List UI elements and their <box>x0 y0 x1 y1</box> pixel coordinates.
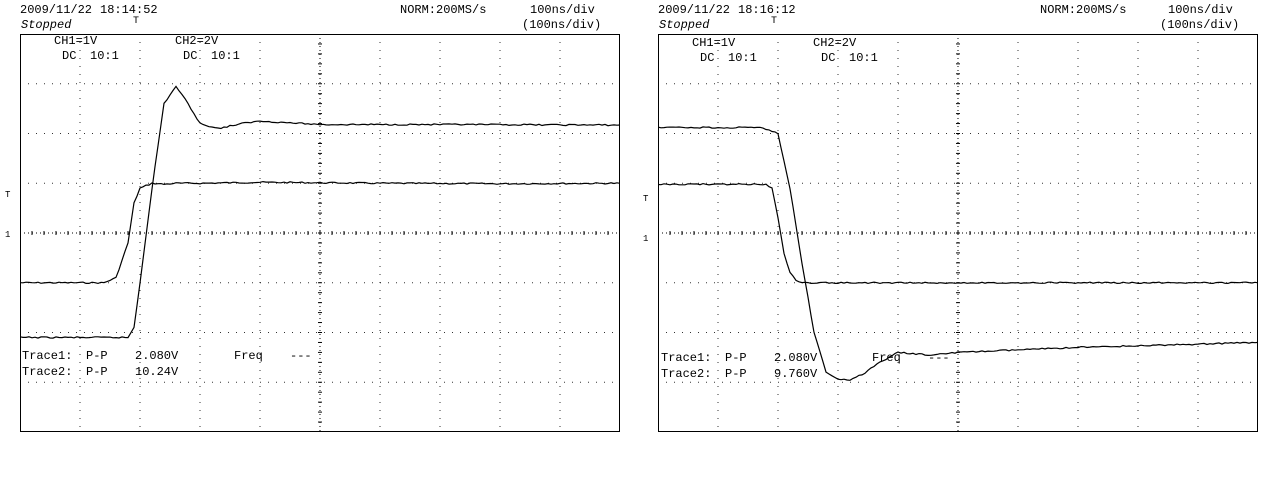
trace2-label: Trace2: <box>661 367 712 381</box>
waveform-plot <box>658 34 1258 432</box>
trace2-value: 10.24V <box>135 365 179 379</box>
ch1-scale: CH1=1V <box>54 34 98 48</box>
scope-screen: CH1=1V DC 10:1 CH2=2V DC 10:1 Trace1: P-… <box>20 34 620 432</box>
trace-2-waveform <box>20 85 620 339</box>
trigger-level-marker: T <box>5 190 11 200</box>
waveform-plot <box>20 34 620 432</box>
trace2-value: 9.760V <box>774 367 818 381</box>
ch2-scale: CH2=2V <box>175 34 219 48</box>
ch1-scale: CH1=1V <box>692 36 736 50</box>
trace1-label: Trace1: <box>661 351 712 365</box>
ch2-coupling: DC <box>821 51 836 65</box>
acquisition-mode: NORM:200MS/s <box>400 3 487 17</box>
trigger-position-marker: T <box>771 16 778 27</box>
trace1-meas-type: P-P <box>725 351 747 365</box>
trace-1-waveform <box>658 182 1258 285</box>
timebase: 100ns/div <box>530 3 595 17</box>
ch1-coupling: DC <box>62 49 77 63</box>
trigger-position-marker: T <box>133 16 140 27</box>
ch1-probe: 10:1 <box>90 49 119 63</box>
ch1-probe: 10:1 <box>728 51 757 65</box>
freq-label: Freq <box>234 349 263 363</box>
time: 18:14:52 <box>100 3 158 17</box>
timebase: 100ns/div <box>1168 3 1233 17</box>
time: 18:16:12 <box>738 3 796 17</box>
trace1-meas-type: P-P <box>86 349 108 363</box>
trace1-value: 2.080V <box>135 349 179 363</box>
trace1-label: Trace1: <box>22 349 73 363</box>
ch2-probe: 10:1 <box>849 51 878 65</box>
trace2-meas-type: P-P <box>725 367 747 381</box>
date: 2009/11/22 <box>20 3 93 17</box>
date: 2009/11/22 <box>658 3 731 17</box>
ch2-probe: 10:1 <box>211 49 240 63</box>
freq-value: --- <box>290 349 312 363</box>
ch2-coupling: DC <box>183 49 198 63</box>
trace2-meas-type: P-P <box>86 365 108 379</box>
scope-screen: CH1=1V DC 10:1 CH2=2V DC 10:1 Trace1: P-… <box>658 34 1258 432</box>
freq-label: Freq <box>872 351 901 365</box>
ch2-scale: CH2=2V <box>813 36 857 50</box>
ground-marker: 1 <box>643 234 649 244</box>
ch1-coupling: DC <box>700 51 715 65</box>
trace2-label: Trace2: <box>22 365 73 379</box>
trace-2-waveform <box>658 126 1258 381</box>
trace-1-waveform <box>20 180 620 285</box>
timebase-secondary: (100ns/div) <box>522 18 602 32</box>
run-status: Stopped <box>659 18 710 32</box>
trigger-level-marker: T <box>643 194 649 204</box>
ground-marker: 1 <box>5 230 11 240</box>
timebase-secondary: (100ns/div) <box>1160 18 1240 32</box>
run-status: Stopped <box>21 18 72 32</box>
acquisition-mode: NORM:200MS/s <box>1040 3 1127 17</box>
freq-value: --- <box>928 351 950 365</box>
trace1-value: 2.080V <box>774 351 818 365</box>
